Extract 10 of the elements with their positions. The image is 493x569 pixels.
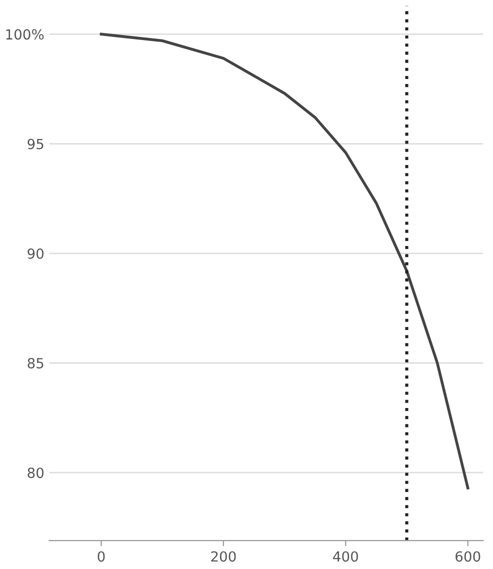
y-tick-label: 85 — [28, 358, 44, 368]
y-tick-label: 80 — [28, 468, 44, 478]
y-tick-label: 95 — [28, 138, 44, 150]
x-tick-label: 200 — [211, 551, 236, 562]
y-tick-label: 100% — [6, 29, 44, 40]
x-tick-label: 400 — [333, 551, 358, 562]
y-tick-label: 90 — [28, 248, 44, 259]
x-tick-label: 600 — [456, 551, 480, 562]
x-tick-label: 0 — [98, 551, 105, 562]
line-series — [100, 32, 470, 490]
